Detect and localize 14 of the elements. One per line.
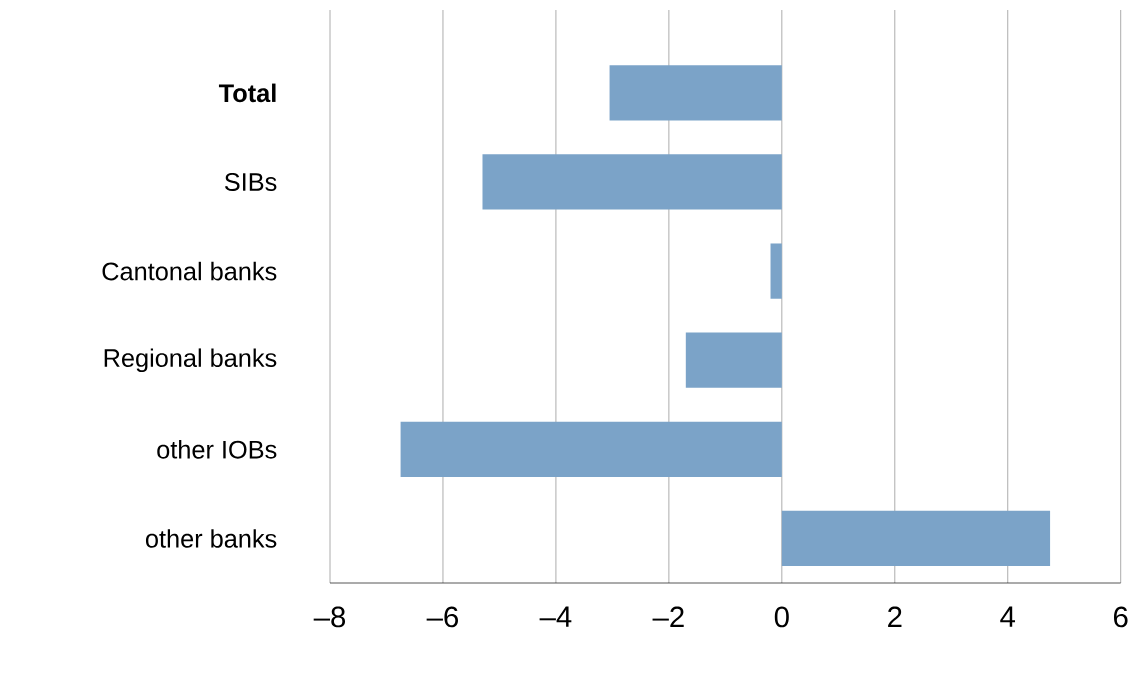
x-tick-label: –2 [652,606,684,628]
x-tick-label: –6 [426,606,458,628]
x-tick-label: 4 [1000,606,1016,627]
y-tick-label: other banks [145,529,277,548]
x-tick-label: 6 [1114,606,1128,628]
y-tick-label: other IOBs [157,440,277,459]
x-tick-label: 2 [888,606,902,628]
y-tick-label: SIBs [224,173,277,191]
x-tick-label: –8 [313,606,346,628]
y-tick-label: Total [218,83,276,103]
y-tick-label: Cantonal banks [102,261,277,281]
x-tick-label: –4 [539,606,572,627]
x-tick-label: 0 [774,606,789,628]
y-tick-label: Regional banks [104,348,277,373]
